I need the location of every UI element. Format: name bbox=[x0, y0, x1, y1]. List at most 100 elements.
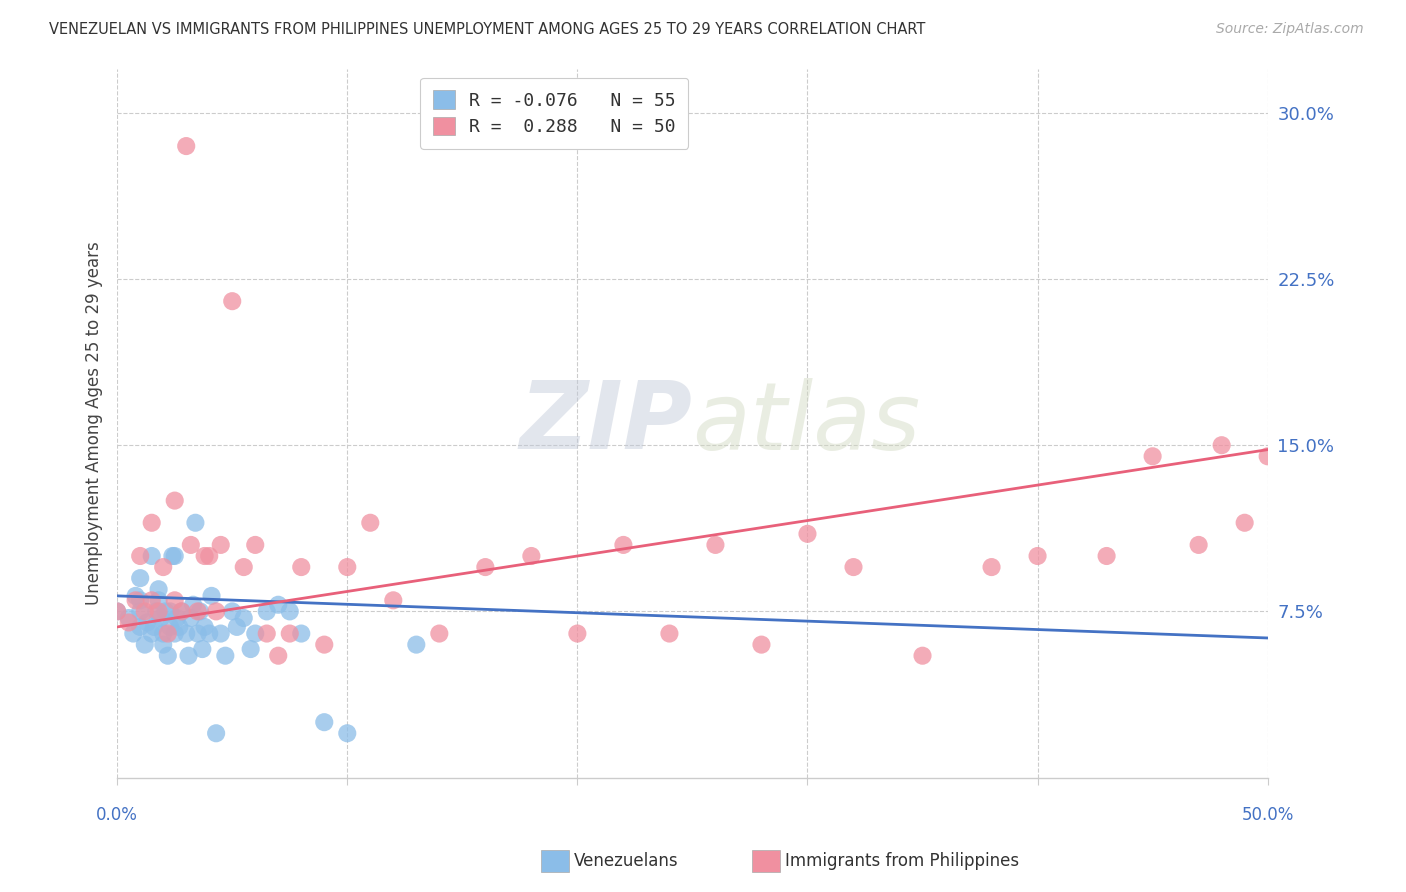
Point bbox=[194, 549, 217, 563]
Point bbox=[170, 604, 193, 618]
Point bbox=[159, 620, 181, 634]
Point bbox=[336, 560, 359, 574]
Point bbox=[166, 611, 188, 625]
Point bbox=[129, 549, 152, 563]
Point bbox=[245, 626, 267, 640]
Point bbox=[256, 604, 278, 618]
Point bbox=[1026, 549, 1049, 563]
Point bbox=[382, 593, 405, 607]
Point bbox=[278, 604, 301, 618]
Point bbox=[1142, 450, 1164, 464]
Point bbox=[427, 626, 450, 640]
Point bbox=[141, 626, 163, 640]
Point bbox=[162, 549, 184, 563]
Point bbox=[198, 626, 221, 640]
Point bbox=[177, 648, 200, 663]
Point bbox=[359, 516, 381, 530]
Point bbox=[225, 620, 247, 634]
Point bbox=[290, 626, 312, 640]
Point bbox=[163, 626, 186, 640]
Point bbox=[159, 604, 181, 618]
Point bbox=[267, 598, 290, 612]
Point bbox=[174, 139, 197, 153]
Point bbox=[141, 593, 163, 607]
Point bbox=[209, 626, 232, 640]
Point bbox=[152, 626, 174, 640]
Point bbox=[1233, 516, 1256, 530]
Text: Source: ZipAtlas.com: Source: ZipAtlas.com bbox=[1216, 22, 1364, 37]
Point bbox=[658, 626, 681, 640]
Point bbox=[187, 626, 209, 640]
Point bbox=[141, 549, 163, 563]
Point bbox=[1257, 450, 1279, 464]
Point bbox=[200, 589, 222, 603]
Point bbox=[124, 589, 146, 603]
Point bbox=[256, 626, 278, 640]
Point bbox=[180, 611, 202, 625]
Point bbox=[155, 604, 177, 618]
Point bbox=[567, 626, 589, 640]
Point bbox=[145, 604, 167, 618]
Point bbox=[232, 611, 254, 625]
Point bbox=[129, 604, 152, 618]
Point bbox=[156, 648, 179, 663]
Point bbox=[198, 549, 221, 563]
Text: 50.0%: 50.0% bbox=[1241, 806, 1294, 824]
Point bbox=[105, 604, 128, 618]
Point bbox=[612, 538, 634, 552]
Point bbox=[105, 604, 128, 618]
Point bbox=[184, 516, 207, 530]
Point bbox=[842, 560, 865, 574]
Point bbox=[170, 604, 193, 618]
Point bbox=[314, 715, 336, 730]
Point bbox=[174, 626, 197, 640]
Point bbox=[148, 604, 170, 618]
Point bbox=[214, 648, 236, 663]
Point bbox=[152, 560, 174, 574]
Point bbox=[188, 604, 211, 618]
Point bbox=[187, 604, 209, 618]
Point bbox=[796, 526, 818, 541]
Point bbox=[143, 620, 166, 634]
Point bbox=[911, 648, 934, 663]
Text: ZIP: ZIP bbox=[520, 377, 692, 469]
Point bbox=[148, 593, 170, 607]
Point bbox=[194, 620, 217, 634]
Y-axis label: Unemployment Among Ages 25 to 29 years: Unemployment Among Ages 25 to 29 years bbox=[86, 241, 103, 605]
Point bbox=[405, 638, 427, 652]
Point bbox=[751, 638, 773, 652]
Legend: R = -0.076   N = 55, R =  0.288   N = 50: R = -0.076 N = 55, R = 0.288 N = 50 bbox=[420, 78, 689, 149]
Point bbox=[156, 626, 179, 640]
Point bbox=[221, 604, 243, 618]
Point bbox=[1211, 438, 1233, 452]
Point bbox=[124, 593, 146, 607]
Point bbox=[245, 538, 267, 552]
Text: atlas: atlas bbox=[692, 377, 921, 468]
Point bbox=[704, 538, 727, 552]
Point bbox=[181, 598, 204, 612]
Point bbox=[129, 571, 152, 585]
Text: VENEZUELAN VS IMMIGRANTS FROM PHILIPPINES UNEMPLOYMENT AMONG AGES 25 TO 29 YEARS: VENEZUELAN VS IMMIGRANTS FROM PHILIPPINE… bbox=[49, 22, 925, 37]
Point bbox=[314, 638, 336, 652]
Point bbox=[205, 726, 228, 740]
Point bbox=[118, 611, 141, 625]
Point bbox=[129, 620, 152, 634]
Point bbox=[136, 615, 159, 630]
Point bbox=[1095, 549, 1118, 563]
Point bbox=[148, 582, 170, 597]
Point bbox=[134, 604, 156, 618]
Point bbox=[336, 726, 359, 740]
Point bbox=[191, 642, 214, 657]
Text: Immigrants from Philippines: Immigrants from Philippines bbox=[785, 852, 1019, 871]
Point bbox=[163, 493, 186, 508]
Text: Venezuelans: Venezuelans bbox=[574, 852, 678, 871]
Text: 0.0%: 0.0% bbox=[96, 806, 138, 824]
Point bbox=[205, 604, 228, 618]
Point bbox=[474, 560, 496, 574]
Point bbox=[152, 638, 174, 652]
Point bbox=[980, 560, 1002, 574]
Point bbox=[209, 538, 232, 552]
Point bbox=[141, 516, 163, 530]
Point bbox=[1188, 538, 1211, 552]
Point bbox=[118, 615, 141, 630]
